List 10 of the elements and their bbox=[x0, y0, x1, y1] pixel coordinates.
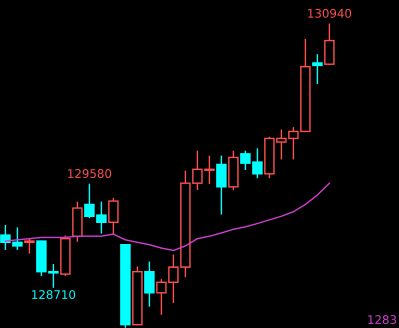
text: 1283 bbox=[368, 315, 396, 324]
candlestick bbox=[108, 198, 119, 234]
candlestick bbox=[228, 150, 239, 190]
annotation: 129580 bbox=[68, 169, 112, 178]
annotation: 130940 bbox=[308, 8, 352, 18]
candlestick bbox=[144, 262, 155, 307]
annotation: 128710 bbox=[32, 290, 76, 300]
candlestick bbox=[72, 202, 83, 242]
candlestick bbox=[216, 156, 227, 215]
candlestick bbox=[312, 54, 323, 84]
